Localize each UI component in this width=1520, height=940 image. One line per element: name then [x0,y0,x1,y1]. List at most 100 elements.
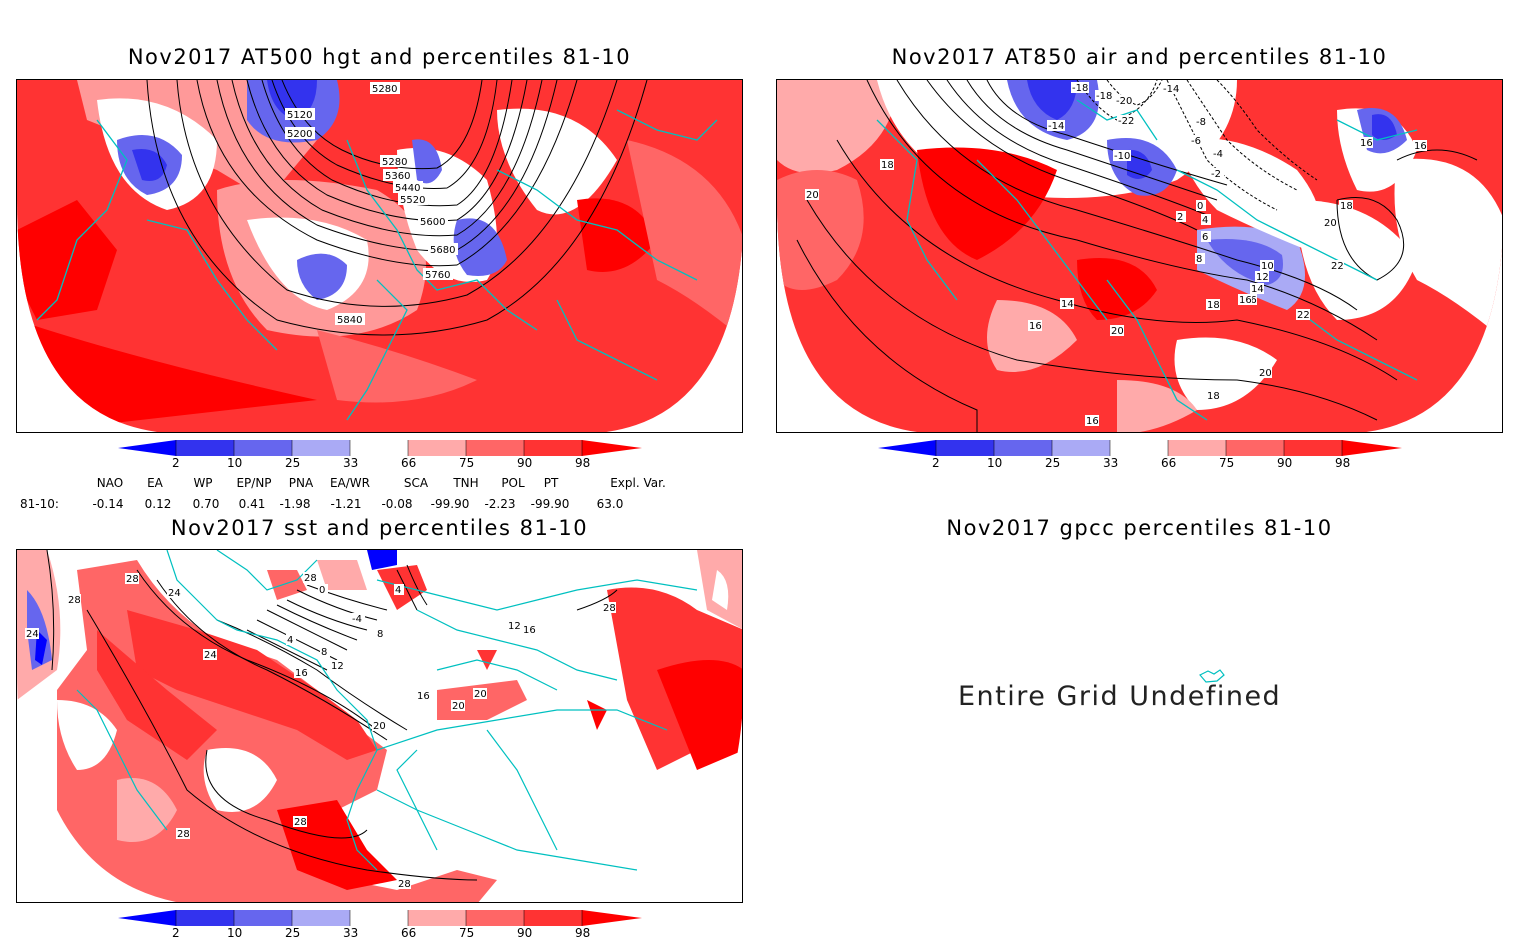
air-label: 14 [1061,299,1074,310]
colorbar-label: 66 [1161,456,1177,470]
colorbar-label: 98 [1335,456,1351,470]
hgt-map: 5280 5120 5200 5280 5360 5440 5520 5600 … [16,79,743,433]
index-value: 0.12 [144,497,172,511]
sst-panel-title: Nov2017 sst and percentiles 81-10 [170,516,589,540]
air-label: 22 [1297,310,1310,321]
colorbar-label: 33 [343,926,359,940]
sst-label: 28 [177,829,190,840]
index-value: 0.70 [192,497,220,511]
index-value: 0.41 [238,497,266,511]
air-label: 14 [1251,284,1264,295]
air-colorbar: 2 10 25 33 66 75 90 98 [878,440,1402,472]
index-value: -0.14 [92,497,124,511]
sst-label: 24 [26,629,39,640]
sst-label: 20 [452,701,465,712]
air-map: -18 -18 -20 -14 -14 -22 -8 -10 -6 -4 -2 … [776,79,1503,433]
sst-label: 28 [304,573,317,584]
indices-header-row: NAO EA WP EP/NP PNA EA/WR SCA TNH POL PT… [0,476,760,492]
hgt-label: 5760 [425,270,450,281]
index-value: -1.21 [330,497,362,511]
gpcc-island-icon [1199,669,1225,683]
sst-label: 12 [331,661,344,672]
air-label: 20 [1111,326,1124,337]
air-label: 2 [1177,212,1183,223]
air-label: -14 [1048,121,1064,132]
sst-label: 28 [603,603,616,614]
air-label: 16 [1086,416,1099,427]
index-header: EP/NP [236,476,272,490]
air-label: 18 [1340,201,1353,212]
hgt-label: 5120 [287,110,312,121]
index-header: POL [501,476,525,490]
air-label: 18 [881,160,894,171]
sst-contour-labels: 28 24 28 24 0 0 4 -4 8 4 8 12 16 24 20 1… [25,572,616,890]
index-header: SCA [403,476,429,490]
sst-label: 28 [294,817,307,828]
colorbar-label: 75 [459,926,475,940]
colorbar-label: 33 [1103,456,1119,470]
air-label: -2 [1211,169,1221,180]
index-value: -2.23 [484,497,516,511]
hgt-colorbar: 2 10 25 33 66 75 90 98 [118,440,642,472]
index-header: TNH [453,476,479,490]
air-label: -10 [1114,151,1130,162]
hgt-label: 5520 [400,195,425,206]
air-label: -18 [1072,83,1088,94]
colorbar-label: 10 [227,456,243,470]
air-label: 16 [1360,138,1373,149]
hgt-label: 5360 [385,171,410,182]
index-header: NAO [96,476,124,490]
index-value: -99.90 [430,497,470,511]
colorbar-label: 2 [172,926,180,940]
colorbar-label: 90 [517,926,533,940]
colorbar-label: 90 [1277,456,1293,470]
index-value: -99.90 [530,497,570,511]
index-value: -1.98 [279,497,311,511]
sst-label: 12 [508,621,521,632]
sst-colorbar: 2 10 25 33 66 75 90 98 [118,910,642,940]
hgt-label: 5280 [382,157,407,168]
index-row-label: 81-10: [20,497,59,511]
hgt-label: 5840 [337,315,362,326]
sst-label: 16 [295,668,308,679]
air-label: 10 [1261,261,1274,272]
air-label: -8 [1196,117,1206,128]
air-label: -4 [1213,149,1223,160]
air-label: 0 [1197,201,1203,212]
colorbar-label: 90 [517,456,533,470]
sst-label: 16 [523,625,536,636]
sst-label: 28 [398,879,411,890]
colorbar-label: 10 [987,456,1003,470]
air-label: 22 [1331,261,1344,272]
sst-label: 28 [68,595,81,606]
colorbar-label: 75 [459,456,475,470]
colorbar-label: 98 [575,456,591,470]
sst-label: 16 [417,691,430,702]
index-header: PNA [288,476,314,490]
air-label: 20 [806,190,819,201]
sst-label: 4 [395,585,401,596]
air-panel-title: Nov2017 AT850 air and percentiles 81-10 [891,45,1388,69]
hgt-label: 5680 [430,245,455,256]
sst-label: 28 [126,574,139,585]
hgt-label: 5280 [372,84,397,95]
air-label: -6 [1191,136,1201,147]
colorbar-graphic [118,910,642,926]
air-label: -20 [1116,96,1132,107]
sst-label: 20 [474,689,487,700]
index-value: 63.0 [596,497,624,511]
index-header: EA/WR [329,476,371,490]
sst-label: 24 [168,588,181,599]
colorbar-label: 2 [932,456,940,470]
air-label: 16 [1414,141,1427,152]
air-label: -22 [1118,116,1134,127]
colorbar-label: 75 [1219,456,1235,470]
hgt-label: 5440 [395,183,420,194]
sst-label: 0 [319,585,325,596]
gpcc-undefined-message: Entire Grid Undefined [958,681,1282,712]
hgt-label: 5200 [287,129,312,140]
hgt-panel-title: Nov2017 AT500 hgt and percentiles 81-10 [127,45,632,69]
colorbar-graphic [878,440,1402,456]
hgt-label: 5600 [420,217,445,228]
sst-label: 8 [321,647,327,658]
